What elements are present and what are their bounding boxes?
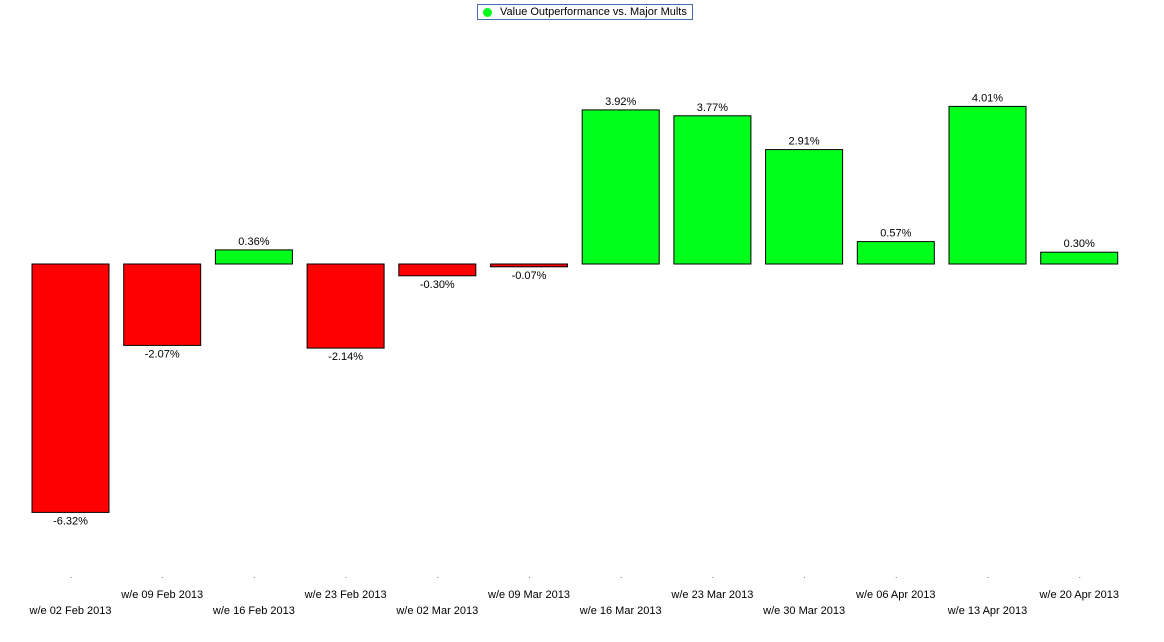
x-tick-5 (437, 577, 439, 578)
x-tick-label-12: w/e 20 Apr 2013 (1038, 589, 1119, 601)
x-tick-7 (620, 577, 622, 578)
x-tick-label-9: w/e 30 Mar 2013 (762, 605, 845, 617)
data-label-10: 0.57% (880, 228, 911, 240)
x-tick-label-5: w/e 02 Mar 2013 (395, 605, 478, 617)
bar-1 (31, 263, 110, 513)
data-label-4: -2.14% (328, 351, 363, 363)
bar-3 (214, 249, 293, 265)
x-tick-4 (345, 577, 347, 578)
data-label-7: 3.92% (605, 96, 636, 108)
chart-legend: Value Outperformance vs. Major Mults (477, 4, 693, 20)
data-label-11: 4.01% (972, 92, 1003, 104)
x-tick-11 (987, 577, 989, 578)
bar-10 (856, 241, 935, 265)
bar-6 (490, 263, 568, 268)
data-label-2: -2.07% (145, 348, 180, 360)
x-tick-12 (1079, 577, 1081, 578)
x-tick-label-4: w/e 23 Feb 2013 (304, 589, 387, 601)
x-tick-2 (162, 577, 164, 578)
data-label-12: 0.30% (1064, 238, 1095, 250)
bar-12 (1040, 251, 1119, 265)
bar-4 (306, 263, 385, 349)
x-tick-3 (253, 577, 255, 578)
x-tick-label-7: w/e 16 Mar 2013 (579, 605, 662, 617)
x-tick-label-10: w/e 06 Apr 2013 (855, 589, 936, 601)
x-tick-label-8: w/e 23 Mar 2013 (670, 589, 753, 601)
data-label-8: 3.77% (697, 102, 728, 114)
bar-8 (673, 115, 752, 265)
x-tick-label-11: w/e 13 Apr 2013 (947, 605, 1028, 617)
legend-label: Value Outperformance vs. Major Mults (500, 6, 687, 18)
data-label-6: -0.07% (512, 270, 547, 282)
bar-11 (948, 105, 1027, 265)
bar-2 (123, 263, 202, 346)
data-label-9: 2.91% (788, 136, 819, 148)
data-label-3: 0.36% (238, 236, 269, 248)
legend-marker-icon (483, 7, 492, 17)
x-tick-label-3: w/e 16 Feb 2013 (212, 605, 295, 617)
bar-9 (765, 149, 844, 265)
x-tick-9 (804, 577, 806, 578)
x-tick-label-1: w/e 02 Feb 2013 (29, 605, 112, 617)
x-tick-label-6: w/e 09 Mar 2013 (487, 589, 570, 601)
x-tick-label-2: w/e 09 Feb 2013 (120, 589, 203, 601)
data-label-5: -0.30% (420, 279, 455, 291)
data-label-1: -6.32% (53, 515, 88, 527)
x-tick-6 (529, 577, 530, 578)
x-tick-8 (712, 577, 714, 578)
bar-7 (581, 109, 660, 265)
bar-5 (398, 263, 477, 277)
x-tick-10 (895, 577, 897, 578)
x-tick-1 (70, 577, 72, 578)
